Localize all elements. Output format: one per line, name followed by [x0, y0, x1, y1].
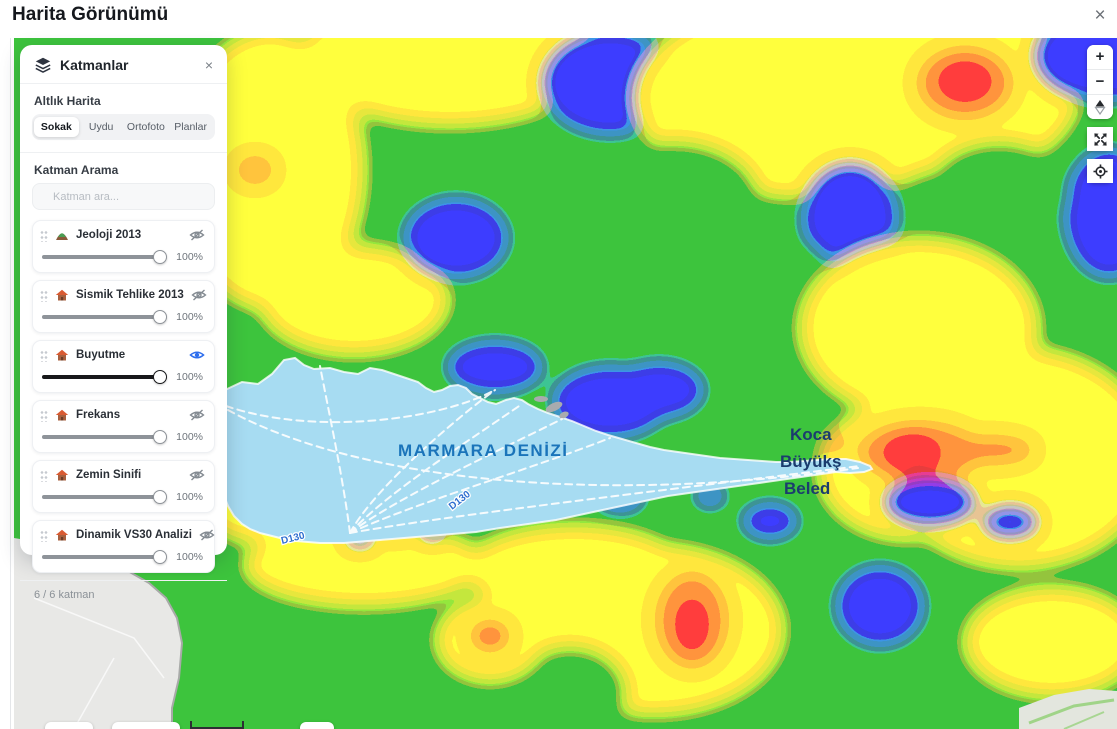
bottom-toolbar-button[interactable] — [300, 722, 334, 729]
eye-on-icon[interactable] — [189, 348, 205, 362]
panel-close-button[interactable]: × — [204, 57, 213, 73]
scale-bar — [190, 727, 244, 729]
opacity-value: 100% — [176, 251, 203, 263]
layer-search-input[interactable] — [32, 183, 215, 210]
scale-bar — [242, 721, 244, 729]
layers-panel: Katmanlar × Altlık Harita Sokak Uydu Ort… — [20, 45, 227, 601]
drag-handle-icon[interactable] — [40, 528, 48, 542]
opacity-value: 100% — [176, 311, 203, 323]
layer-count-status: 6 / 6 katman — [20, 580, 227, 609]
eye-off-icon[interactable] — [189, 408, 205, 422]
svg-text:Koca: Koca — [790, 425, 832, 444]
drag-handle-icon[interactable] — [40, 408, 48, 422]
layer-card-dinamik-vs30[interactable]: Dinamik VS30 Analizi 100% — [32, 520, 215, 573]
layer-card-buyutme[interactable]: Buyutme 100% — [32, 340, 215, 393]
marmara-sea-shape — [216, 356, 874, 544]
eye-off-icon[interactable] — [199, 528, 215, 542]
left-edge-divider — [10, 38, 11, 729]
opacity-slider[interactable] — [42, 550, 167, 564]
opacity-value: 100% — [176, 371, 203, 383]
drag-handle-icon[interactable] — [40, 468, 48, 482]
house-icon — [55, 469, 69, 481]
drag-handle-icon[interactable] — [40, 288, 48, 302]
layer-name: Sismik Tehlike 2013 — [76, 289, 184, 301]
house-icon — [55, 409, 69, 421]
basemap-section-label: Altlık Harita — [34, 94, 101, 108]
eye-off-icon[interactable] — [191, 288, 207, 302]
layer-card-zemin[interactable]: Zemin Sinifi 100% — [32, 460, 215, 513]
layer-name: Jeoloji 2013 — [76, 229, 142, 241]
map-controls: + − — [1087, 45, 1113, 191]
drag-handle-icon[interactable] — [40, 348, 48, 362]
eye-off-icon[interactable] — [189, 228, 205, 242]
opacity-slider[interactable] — [42, 370, 167, 384]
opacity-value: 100% — [176, 551, 203, 563]
map-canvas[interactable]: MARMARA DENİZİ Koca Büyükş Beled D130 D1… — [14, 38, 1117, 729]
bottom-toolbar-button[interactable] — [45, 722, 93, 729]
opacity-slider[interactable] — [42, 310, 167, 324]
layer-name: Dinamik VS30 Analizi — [76, 529, 192, 541]
ferry-routes — [225, 365, 861, 534]
window-close-button[interactable]: × — [1088, 4, 1112, 28]
house-icon — [55, 349, 69, 361]
svg-text:Beled: Beled — [784, 479, 830, 498]
tab-uydu[interactable]: Uydu — [88, 121, 114, 133]
scale-bar — [190, 721, 192, 729]
drag-handle-icon[interactable] — [40, 228, 48, 242]
layer-search-label: Katman Arama — [34, 163, 119, 177]
layer-card-jeoloji[interactable]: Jeoloji 2013 100% — [32, 220, 215, 273]
layer-list: Jeoloji 2013 100% — [32, 220, 215, 573]
opacity-slider[interactable] — [42, 490, 167, 504]
layer-card-frekans[interactable]: Frekans 100% — [32, 400, 215, 453]
svg-text:Büyükş: Büyükş — [780, 452, 841, 471]
layer-name: Frekans — [76, 409, 121, 421]
opacity-value: 100% — [176, 431, 203, 443]
panel-title: Katmanlar — [60, 57, 129, 73]
house-icon — [55, 529, 69, 541]
layer-name: Zemin Sinifi — [76, 469, 142, 481]
layers-stack-icon — [34, 56, 52, 74]
opacity-slider[interactable] — [42, 250, 167, 264]
fullscreen-icon[interactable] — [1087, 127, 1113, 151]
tab-ortofoto[interactable]: Ortofoto — [126, 121, 165, 133]
basemap-tabs: Sokak Uydu Ortofoto Planlar — [32, 114, 215, 140]
bottom-toolbar-button[interactable] — [112, 722, 180, 729]
eye-off-icon[interactable] — [189, 468, 205, 482]
locate-icon[interactable] — [1087, 159, 1113, 183]
geology-mound-icon — [55, 229, 69, 241]
divider — [20, 152, 227, 153]
compass-icon[interactable] — [1087, 95, 1113, 119]
city-label: Koca Büyükş Beled — [780, 425, 841, 498]
opacity-value: 100% — [176, 491, 203, 503]
basemap-corner — [1019, 689, 1117, 729]
zoom-in-button[interactable]: + — [1087, 45, 1113, 69]
layer-card-sismik[interactable]: Sismik Tehlike 2013 100% — [32, 280, 215, 333]
zoom-out-button[interactable]: − — [1087, 70, 1113, 94]
opacity-slider[interactable] — [42, 430, 167, 444]
page-title: Harita Görünümü — [12, 4, 169, 25]
house-icon — [55, 289, 69, 301]
tab-sokak[interactable]: Sokak — [34, 117, 79, 137]
sea-label: MARMARA DENİZİ — [398, 441, 569, 460]
tab-planlar[interactable]: Planlar — [174, 121, 207, 133]
layer-name: Buyutme — [76, 349, 126, 361]
